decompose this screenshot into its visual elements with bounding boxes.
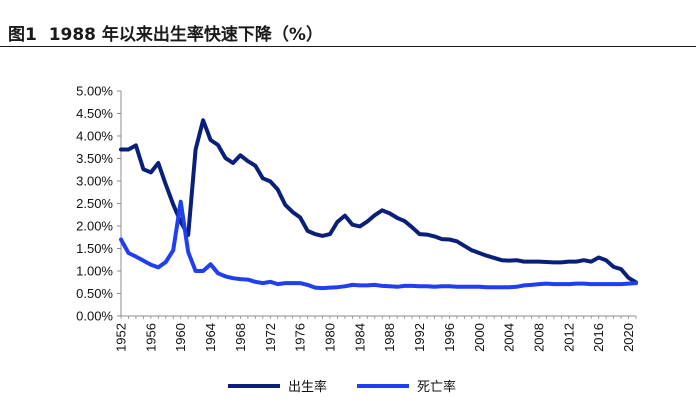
legend: 出生率 死亡率 <box>228 379 456 395</box>
x-tick-label: 2012 <box>561 323 576 352</box>
x-tick-label: 1960 <box>173 323 188 352</box>
series-line-1 <box>119 118 638 285</box>
x-tick-label: 1980 <box>322 323 337 352</box>
legend-label-2: 死亡率 <box>417 379 456 395</box>
title-underline <box>0 46 696 47</box>
y-tick-label: 3.50% <box>76 151 113 166</box>
y-tick-label: 1.50% <box>76 241 113 256</box>
x-tick-label: 1968 <box>233 323 248 352</box>
x-tick-label: 2008 <box>531 323 546 352</box>
figure-title: 图1 1988 年以来出生率快速下降（%） <box>8 20 323 45</box>
y-tick-label: 5.00% <box>76 84 113 99</box>
x-tick-label: 1964 <box>203 323 218 352</box>
y-tick-label: 4.50% <box>76 106 113 121</box>
series-line-2 <box>119 199 638 291</box>
x-tick-label: 1972 <box>263 323 278 352</box>
x-tick-label: 1996 <box>442 323 457 352</box>
y-axis: 0.00% 0.50% 1.00% 1.50% 2.00% 2.50% 3.00% 3.50%… <box>76 84 122 324</box>
y-tick-label: 0.00% <box>76 309 113 324</box>
x-tick-label: 1992 <box>412 323 427 352</box>
y-tick-label: 0.50% <box>76 286 113 301</box>
y-tick-label: 4.00% <box>76 129 113 144</box>
x-tick-label: 1976 <box>293 323 308 352</box>
x-axis: 1952 1956 1960 1964 1968 1972 1976 1980 1984 1988… <box>114 315 637 352</box>
x-tick-label: 1984 <box>352 323 367 352</box>
legend-label-1: 出生率 <box>288 379 327 395</box>
x-tick-label: 2004 <box>502 323 517 352</box>
figure-title-text: 1988 年以来出生率快速下降（%） <box>48 25 323 45</box>
x-tick-label: 2016 <box>591 323 606 352</box>
y-tick-label: 1.00% <box>76 264 113 279</box>
x-tick-label: 1956 <box>143 323 158 352</box>
x-tick-label: 1952 <box>114 323 129 352</box>
x-tick-label: 1988 <box>382 323 397 352</box>
x-tick-label: 2000 <box>472 323 487 352</box>
y-tick-label: 3.00% <box>76 174 113 189</box>
figure-label: 图1 <box>8 25 37 45</box>
y-tick-label: 2.00% <box>76 219 113 234</box>
series-layer <box>119 118 638 291</box>
x-tick-label: 2020 <box>621 323 636 352</box>
y-tick-label: 2.50% <box>76 196 113 211</box>
